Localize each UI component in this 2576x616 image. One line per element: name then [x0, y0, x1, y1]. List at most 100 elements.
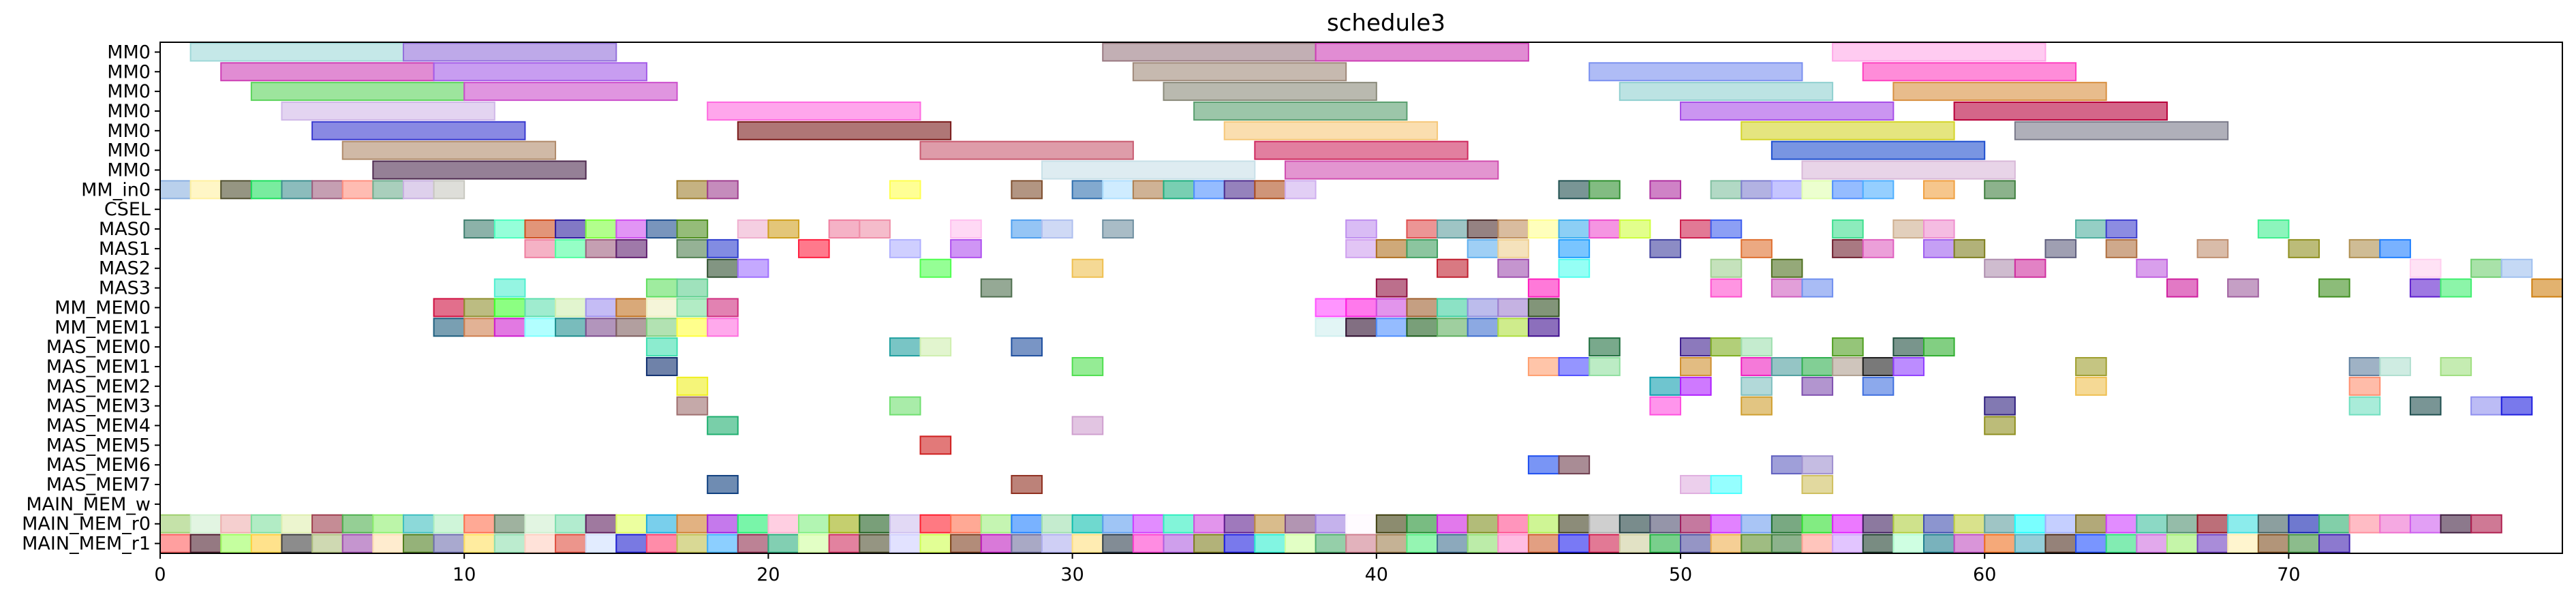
- task-bar-243: [1801, 455, 1834, 475]
- task-bar-221: [1680, 376, 1712, 396]
- task-bar-300: [1710, 514, 1743, 534]
- task-bar-380: [1801, 534, 1834, 553]
- task-bar-252: [250, 514, 283, 534]
- task-bar-359: [1163, 534, 1195, 553]
- task-bar-157: [463, 298, 495, 318]
- task-bar-319: [2288, 514, 2320, 534]
- task-bar-144: [980, 278, 1013, 298]
- task-bar-356: [1071, 534, 1104, 553]
- task-bar-315: [2166, 514, 2198, 534]
- task-bar-242: [1770, 455, 1803, 475]
- task-bar-209: [1741, 356, 1773, 376]
- task-bar-257: [402, 514, 435, 534]
- task-bar-344: [707, 534, 739, 553]
- task-bar-25: [341, 140, 557, 160]
- task-bar-138: [2409, 258, 2442, 278]
- x-tick-label-4: 40: [1365, 564, 1388, 585]
- task-bar-117: [1862, 238, 1895, 258]
- task-bar-71: [615, 219, 647, 239]
- task-bar-110: [1406, 238, 1439, 258]
- task-bar-77: [859, 219, 891, 239]
- task-bar-298: [1649, 514, 1682, 534]
- task-bar-188: [1437, 318, 1469, 337]
- task-bar-235: [2500, 396, 2533, 416]
- task-bar-48: [1102, 180, 1134, 200]
- task-bar-207: [1589, 356, 1621, 376]
- task-bar-386: [1984, 534, 2016, 553]
- y-tick-label-4: MM0: [107, 121, 151, 142]
- task-bar-340: [585, 534, 617, 553]
- task-bar-265: [645, 514, 678, 534]
- task-bar-27: [1254, 140, 1469, 160]
- task-bar-271: [828, 514, 861, 534]
- task-bar-29: [372, 160, 587, 180]
- task-bar-387: [2014, 534, 2046, 553]
- x-tick-label-6: 60: [1973, 564, 1996, 585]
- task-bar-100: [555, 238, 587, 258]
- task-bar-250: [189, 514, 222, 534]
- task-bar-82: [1345, 219, 1377, 239]
- task-bar-35: [220, 180, 252, 200]
- task-bar-85: [1467, 219, 1499, 239]
- task-bar-244: [707, 475, 739, 495]
- task-bar-347: [798, 534, 830, 553]
- task-bar-185: [1345, 318, 1377, 337]
- task-bar-67: [493, 219, 526, 239]
- task-bar-192: [645, 337, 678, 357]
- y-tick-label-17: MAS_MEM2: [46, 376, 151, 397]
- task-bar-203: [645, 356, 678, 376]
- task-bar-237: [1071, 416, 1104, 435]
- task-bar-53: [1254, 180, 1286, 200]
- task-bar-72: [645, 219, 678, 239]
- task-bar-274: [919, 514, 952, 534]
- task-bar-120: [2044, 238, 2077, 258]
- task-bar-325: [2470, 514, 2502, 534]
- task-bar-322: [2379, 514, 2411, 534]
- task-bar-354: [1011, 534, 1043, 553]
- task-bar-47: [1071, 180, 1104, 200]
- task-bar-180: [615, 318, 647, 337]
- task-bar-19: [1953, 101, 2168, 121]
- task-bar-118: [1922, 238, 1955, 258]
- task-bar-106: [889, 238, 921, 258]
- task-bar-166: [1315, 298, 1347, 318]
- task-bar-323: [2409, 514, 2442, 534]
- task-bar-264: [615, 514, 647, 534]
- task-bar-374: [1619, 534, 1651, 553]
- task-bar-351: [919, 534, 952, 553]
- task-bar-373: [1589, 534, 1621, 553]
- task-bar-364: [1315, 534, 1347, 553]
- task-bar-270: [798, 514, 830, 534]
- task-bar-125: [2379, 238, 2411, 258]
- task-bar-317: [2227, 514, 2259, 534]
- task-bar-61: [1801, 180, 1834, 200]
- task-bar-99: [524, 238, 557, 258]
- task-bar-8: [1589, 62, 1803, 82]
- task-bar-218: [2440, 356, 2472, 376]
- task-bar-385: [1953, 534, 1986, 553]
- task-bar-205: [1527, 356, 1560, 376]
- x-tick-label-1: 10: [453, 564, 476, 585]
- task-bar-79: [1011, 219, 1043, 239]
- task-bar-301: [1741, 514, 1773, 534]
- task-bar-287: [1315, 514, 1347, 534]
- task-bar-32: [1801, 160, 2016, 180]
- task-bar-247: [1710, 475, 1743, 495]
- y-tick-label-8: CSEL: [104, 199, 151, 220]
- task-bar-20: [311, 121, 526, 140]
- task-bar-170: [1437, 298, 1469, 318]
- task-bar-42: [433, 180, 465, 200]
- task-bar-268: [737, 514, 769, 534]
- task-bar-66: [463, 219, 495, 239]
- task-bar-64: [1922, 180, 1955, 200]
- task-bar-137: [2136, 258, 2168, 278]
- task-bar-330: [281, 534, 313, 553]
- task-bar-216: [2348, 356, 2381, 376]
- task-bar-366: [1375, 534, 1408, 553]
- plot-frame: [159, 42, 2563, 554]
- task-bar-179: [585, 318, 617, 337]
- task-bar-49: [1132, 180, 1165, 200]
- task-bar-102: [615, 238, 647, 258]
- task-bar-155: [2531, 278, 2563, 298]
- task-bar-229: [1649, 396, 1682, 416]
